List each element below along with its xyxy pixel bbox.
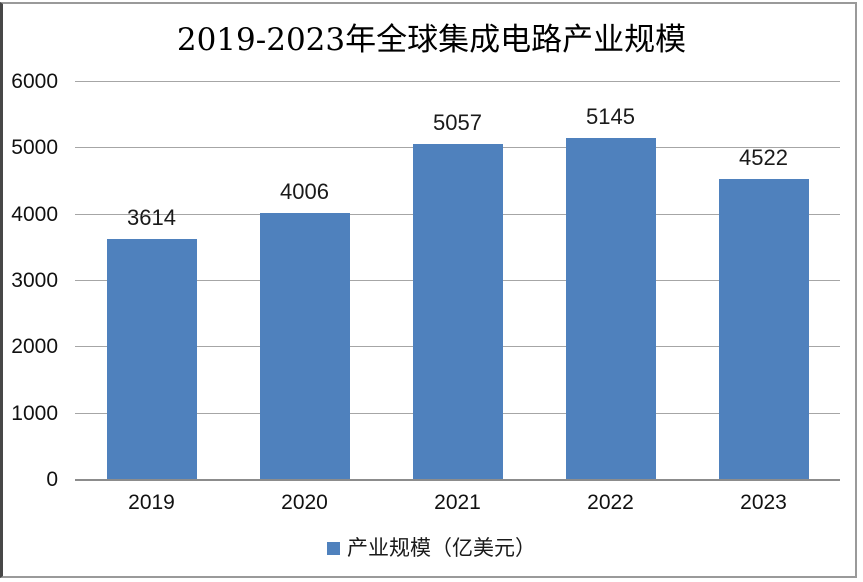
y-axis-tick-label: 5000 (11, 136, 58, 160)
x-axis-tick-label: 2020 (281, 491, 328, 514)
y-axis-tick-label: 4000 (11, 202, 58, 226)
y-axis-tick-label: 1000 (11, 401, 58, 425)
y-axis-tick-label: 0 (46, 468, 58, 491)
x-axis-tick-label: 2023 (740, 491, 787, 514)
bar-2019 (106, 239, 197, 479)
bar-value-label: 5057 (433, 109, 482, 135)
bar-value-label: 4006 (280, 179, 329, 205)
chart-title: 2019-2023年全球集成电路产业规模 (176, 22, 687, 58)
bar-value-label: 4522 (739, 145, 788, 171)
x-axis-line (75, 479, 840, 481)
y-axis-tick-label: 3000 (11, 269, 58, 292)
bar-2021 (412, 143, 503, 479)
x-axis-tick-label: 2019 (128, 491, 175, 514)
legend-marker-swatch (327, 542, 340, 555)
x-axis-tick-label: 2022 (587, 491, 634, 514)
legend-series-label: 产业规模（亿美元） (347, 536, 536, 560)
x-axis-tick-label: 2021 (434, 491, 481, 514)
bar-value-label: 3614 (127, 205, 176, 231)
bar-2023 (718, 179, 809, 479)
bar-value-label: 5145 (586, 103, 635, 129)
bar-2022 (565, 137, 656, 479)
plot-area: 3614 4006 5057 5145 4522 (75, 81, 840, 481)
y-axis-tick-label: 6000 (11, 70, 58, 93)
bar-2020 (259, 213, 350, 479)
legend: 产业规模（亿美元） (0, 537, 863, 560)
y-axis-tick-label: 2000 (11, 335, 58, 359)
gridline (75, 81, 840, 82)
